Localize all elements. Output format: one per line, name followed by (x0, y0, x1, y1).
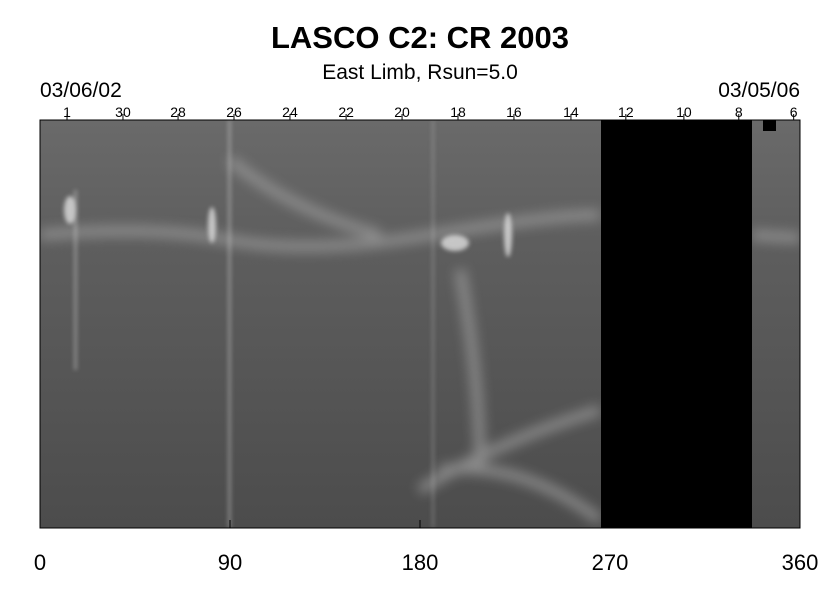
top-tick-label: 28 (170, 104, 186, 120)
top-tick-label: 10 (676, 104, 692, 120)
top-tick-label: 8 (735, 104, 743, 120)
top-tick-label: 1 (63, 104, 71, 120)
x-tick-label: 360 (782, 550, 819, 575)
top-tick-label: 12 (618, 104, 634, 120)
top-tick-label: 6 (790, 104, 798, 120)
chart-subtitle: East Limb, Rsun=5.0 (322, 61, 518, 84)
top-tick-label: 30 (115, 104, 131, 120)
top-tick-label: 16 (506, 104, 522, 120)
top-tick-label: 22 (338, 104, 354, 120)
top-tick-label: 24 (282, 104, 298, 120)
top-tick-label: 20 (394, 104, 410, 120)
chart-title: LASCO C2: CR 2003 (271, 20, 569, 55)
top-tick-label: 14 (563, 104, 579, 120)
x-tick-label: 0 (34, 550, 46, 575)
end-date: 03/05/06 (718, 79, 800, 102)
start-date: 03/06/02 (40, 79, 122, 102)
synoptic-image (39, 119, 801, 529)
x-tick-label: 180 (402, 550, 439, 575)
top-tick-label: 26 (226, 104, 242, 120)
top-tick-label: 18 (450, 104, 466, 120)
x-tick-label: 90 (218, 550, 242, 575)
x-tick-label: 270 (592, 550, 629, 575)
